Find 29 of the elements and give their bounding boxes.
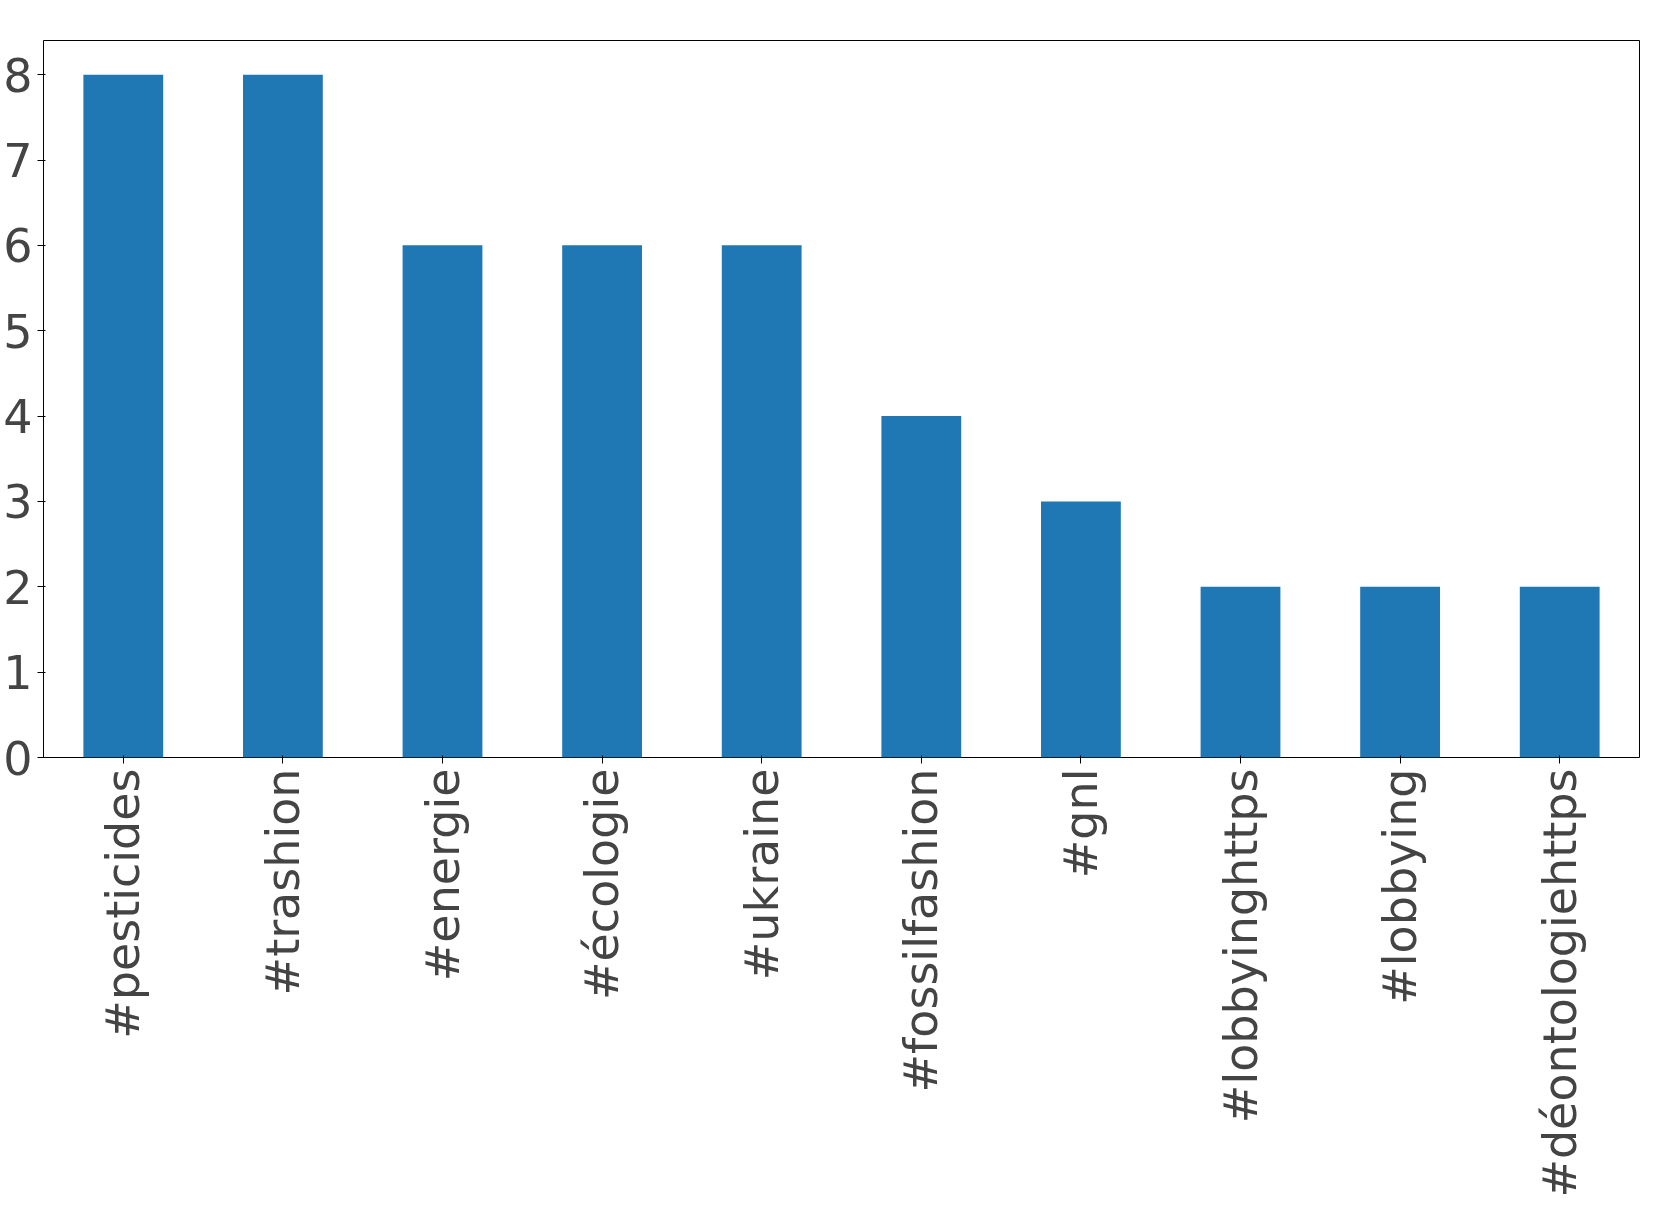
x-tick-label: #gnl — [1053, 768, 1108, 879]
y-tick-label: 5 — [3, 304, 33, 359]
bar — [1360, 586, 1440, 758]
x-tick-label: #lobbying — [1373, 768, 1428, 1005]
bar — [562, 245, 642, 758]
bar — [1519, 586, 1600, 758]
x-tick-label: #écologie — [575, 768, 630, 1000]
x-tick-label: #trashion — [255, 768, 310, 996]
x-tick-label: #déontologiehttps — [1532, 768, 1587, 1198]
y-tick-label: 1 — [3, 646, 33, 701]
bar — [83, 74, 164, 758]
bar — [1200, 586, 1281, 758]
x-tick-label: #lobbyinghttps — [1213, 768, 1268, 1124]
x-tick-label: #energie — [415, 768, 470, 982]
bar — [721, 245, 802, 758]
y-tick-label: 6 — [3, 219, 33, 274]
y-tick-label: 4 — [3, 390, 33, 445]
bar — [402, 245, 483, 758]
x-tick-label: #fossilfashion — [894, 768, 949, 1093]
bar — [243, 74, 323, 758]
bar — [881, 416, 962, 758]
y-tick-label: 2 — [3, 560, 33, 615]
y-tick-label: 0 — [3, 731, 33, 786]
y-tick-label: 7 — [3, 134, 33, 188]
y-tick-label: 3 — [3, 475, 33, 530]
x-tick-label: #pesticides — [96, 768, 151, 1039]
x-tick-label: #ukraine — [734, 768, 789, 981]
y-tick-label: 8 — [3, 48, 33, 103]
bar — [1041, 501, 1121, 758]
